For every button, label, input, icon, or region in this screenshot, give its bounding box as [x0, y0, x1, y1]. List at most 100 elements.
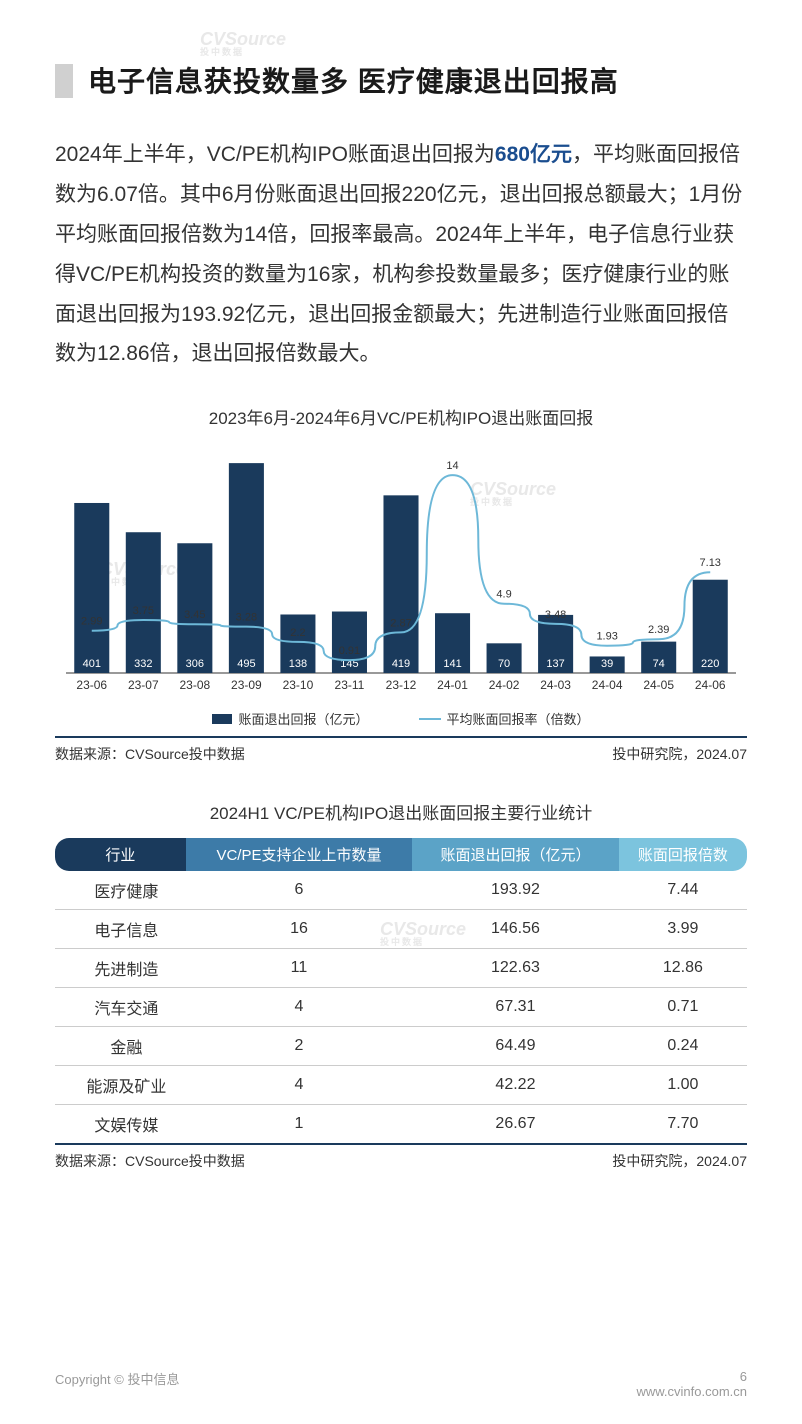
chart-source: 数据来源：CVSource投中数据 投中研究院，2024.07: [55, 744, 747, 764]
svg-text:3.48: 3.48: [545, 609, 566, 621]
table-source-right: 投中研究院，2024.07: [612, 1151, 747, 1171]
svg-text:7.13: 7.13: [700, 558, 721, 570]
table-header: 账面回报倍数: [619, 838, 747, 871]
table-cell: 6: [186, 871, 412, 910]
svg-text:0.91: 0.91: [339, 645, 360, 657]
svg-text:401: 401: [83, 658, 101, 670]
svg-text:2.39: 2.39: [648, 625, 669, 637]
svg-text:23-06: 23-06: [76, 678, 107, 692]
svg-text:23-09: 23-09: [231, 678, 262, 692]
legend-line: 平均账面回报率（倍数）: [419, 709, 590, 728]
table-cell: 能源及矿业: [55, 1066, 186, 1105]
table-cell: 7.70: [619, 1105, 747, 1144]
table-row: 先进制造11122.6312.86: [55, 949, 747, 988]
svg-text:70: 70: [498, 658, 510, 670]
svg-text:2.87: 2.87: [390, 618, 411, 630]
svg-text:138: 138: [289, 658, 307, 670]
table-title: 2024H1 VC/PE机构IPO退出账面回报主要行业统计: [55, 799, 747, 824]
table-cell: 122.63: [412, 949, 619, 988]
table-cell: 11: [186, 949, 412, 988]
svg-text:3.75: 3.75: [133, 605, 154, 617]
page-number: 6: [740, 1369, 747, 1384]
table-cell: 文娱传媒: [55, 1105, 186, 1144]
svg-text:24-02: 24-02: [489, 678, 520, 692]
table-cell: 1.00: [619, 1066, 747, 1105]
table-row: 汽车交通467.310.71: [55, 988, 747, 1027]
svg-text:24-01: 24-01: [437, 678, 468, 692]
table-cell: 先进制造: [55, 949, 186, 988]
legend-bar-swatch: [212, 714, 232, 724]
table-source-left: 数据来源：CVSource投中数据: [55, 1151, 245, 1171]
svg-text:23-07: 23-07: [128, 678, 159, 692]
table-row: 能源及矿业442.221.00: [55, 1066, 747, 1105]
svg-text:23-08: 23-08: [179, 678, 210, 692]
legend-line-swatch: [419, 718, 441, 720]
title-bar: 电子信息获投数量多 医疗健康退出回报高: [55, 60, 747, 100]
svg-text:419: 419: [392, 658, 410, 670]
table-cell: 2: [186, 1027, 412, 1066]
table-cell: 1: [186, 1105, 412, 1144]
svg-text:306: 306: [186, 658, 204, 670]
svg-text:24-03: 24-03: [540, 678, 571, 692]
svg-text:220: 220: [701, 658, 719, 670]
table-cell: 汽车交通: [55, 988, 186, 1027]
svg-text:23-11: 23-11: [335, 678, 365, 692]
legend-line-label: 平均账面回报率（倍数）: [447, 709, 590, 728]
bar-line-chart: 40123-0633223-0730623-0849523-0913823-10…: [55, 441, 747, 701]
chart-source-left: 数据来源：CVSource投中数据: [55, 744, 245, 764]
copyright: Copyright © 投中信息: [55, 1369, 179, 1399]
svg-text:74: 74: [653, 658, 665, 670]
highlight-amount: 680亿元: [495, 143, 572, 166]
table-cell: 42.22: [412, 1066, 619, 1105]
table-header-row: 行业VC/PE支持企业上市数量账面退出回报（亿元）账面回报倍数: [55, 838, 747, 871]
legend-bar: 账面退出回报（亿元）: [212, 709, 368, 728]
svg-text:3.45: 3.45: [184, 610, 205, 622]
svg-text:14: 14: [446, 460, 458, 472]
svg-text:2.99: 2.99: [81, 616, 102, 628]
table-row: 金融264.490.24: [55, 1027, 747, 1066]
table-header: 账面退出回报（亿元）: [412, 838, 619, 871]
table-cell: 0.71: [619, 988, 747, 1027]
table-row: 医疗健康6193.927.44: [55, 871, 747, 910]
table-cell: 3.99: [619, 910, 747, 949]
chart-legend: 账面退出回报（亿元） 平均账面回报率（倍数）: [55, 709, 747, 738]
svg-text:3.28: 3.28: [236, 612, 257, 624]
table-cell: 64.49: [412, 1027, 619, 1066]
page-title: 电子信息获投数量多 医疗健康退出回报高: [88, 60, 619, 100]
table-row: 电子信息16146.563.99: [55, 910, 747, 949]
table-cell: 0.24: [619, 1027, 747, 1066]
svg-text:332: 332: [134, 658, 152, 670]
table-cell: 4: [186, 1066, 412, 1105]
table-cell: 医疗健康: [55, 871, 186, 910]
chart-source-right: 投中研究院，2024.07: [612, 744, 747, 764]
table-cell: 12.86: [619, 949, 747, 988]
table-cell: 电子信息: [55, 910, 186, 949]
table-cell: 146.56: [412, 910, 619, 949]
svg-text:137: 137: [546, 658, 564, 670]
table-cell: 67.31: [412, 988, 619, 1027]
title-accent-block: [55, 64, 73, 98]
svg-text:39: 39: [601, 658, 613, 670]
footer-url: www.cvinfo.com.cn: [636, 1384, 747, 1399]
svg-text:23-10: 23-10: [283, 678, 314, 692]
body-text-lead: 2024年上半年，VC/PE机构IPO账面退出回报为: [55, 143, 495, 166]
table-cell: 金融: [55, 1027, 186, 1066]
table-cell: 16: [186, 910, 412, 949]
table-source: 数据来源：CVSource投中数据 投中研究院，2024.07: [55, 1143, 747, 1171]
svg-text:1.93: 1.93: [596, 631, 617, 643]
table-cell: 193.92: [412, 871, 619, 910]
table-header: 行业: [55, 838, 186, 871]
svg-text:141: 141: [443, 658, 461, 670]
page-footer: Copyright © 投中信息 6 www.cvinfo.com.cn: [55, 1369, 747, 1399]
body-text-rest: ，平均账面回报倍数为6.07倍。其中6月份账面退出回报220亿元，退出回报总额最…: [55, 143, 742, 365]
svg-text:23-12: 23-12: [386, 678, 417, 692]
table-cell: 4: [186, 988, 412, 1027]
watermark: CVSource投中数据: [200, 30, 286, 57]
table-row: 文娱传媒126.677.70: [55, 1105, 747, 1144]
svg-text:24-06: 24-06: [695, 678, 726, 692]
svg-text:24-05: 24-05: [643, 678, 674, 692]
chart-title: 2023年6月-2024年6月VC/PE机构IPO退出账面回报: [55, 404, 747, 429]
body-paragraph: 2024年上半年，VC/PE机构IPO账面退出回报为680亿元，平均账面回报倍数…: [55, 135, 747, 374]
chart-svg: 40123-0633223-0730623-0849523-0913823-10…: [55, 441, 747, 701]
industry-table: 行业VC/PE支持企业上市数量账面退出回报（亿元）账面回报倍数 医疗健康6193…: [55, 838, 747, 1144]
